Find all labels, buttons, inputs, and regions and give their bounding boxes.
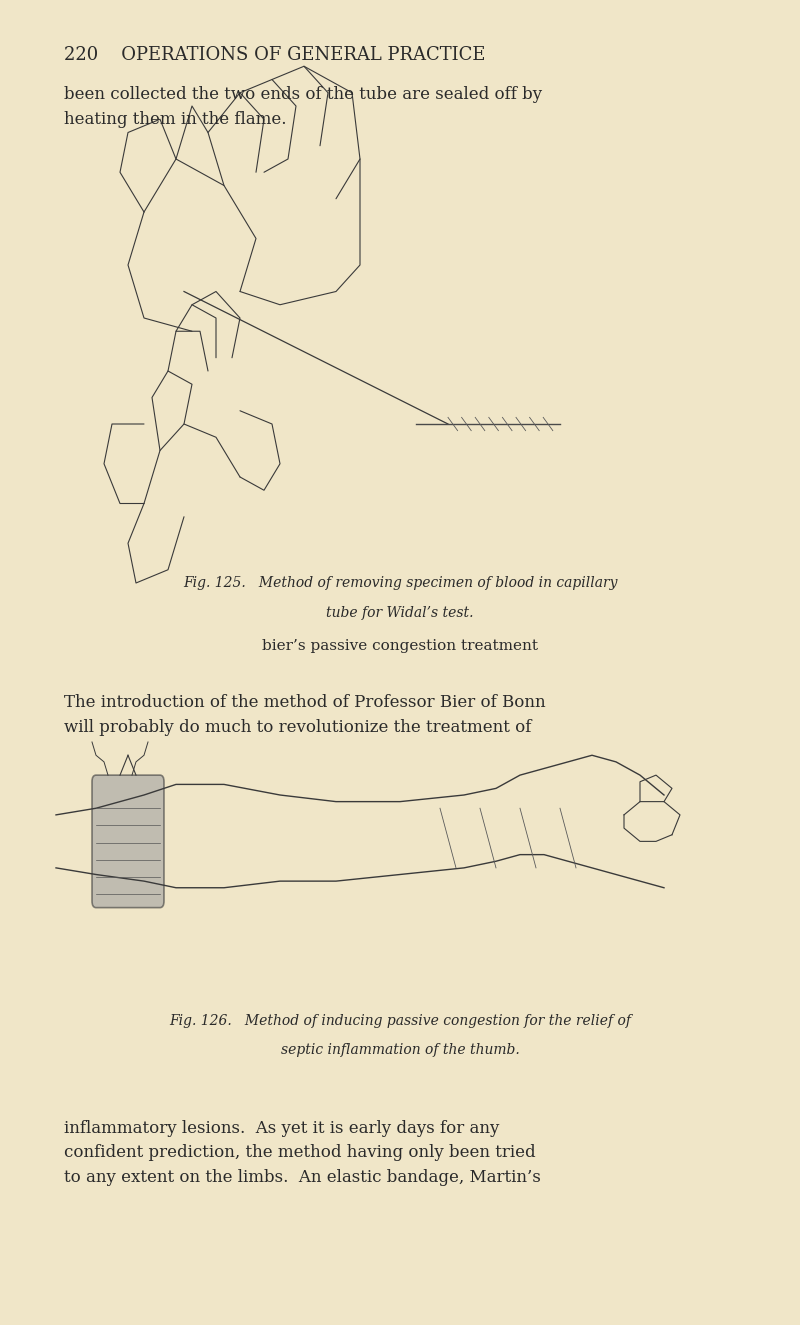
- Text: 220    OPERATIONS OF GENERAL PRACTICE: 220 OPERATIONS OF GENERAL PRACTICE: [64, 46, 486, 65]
- FancyBboxPatch shape: [92, 775, 164, 908]
- Text: been collected the two ends of the tube are sealed off by
heating them in the fl: been collected the two ends of the tube …: [64, 86, 542, 129]
- Text: bier’s passive congestion treatment: bier’s passive congestion treatment: [262, 639, 538, 653]
- Text: inflammatory lesions.  As yet it is early days for any
confident prediction, the: inflammatory lesions. As yet it is early…: [64, 1120, 541, 1186]
- Text: tube for Widal’s test.: tube for Widal’s test.: [326, 606, 474, 620]
- Text: Fig. 126.   Method of inducing passive congestion for the relief of: Fig. 126. Method of inducing passive con…: [169, 1014, 631, 1028]
- Text: Fig. 125.   Method of removing specimen of blood in capillary: Fig. 125. Method of removing specimen of…: [182, 576, 618, 591]
- Text: The introduction of the method of Professor Bier of Bonn
will probably do much t: The introduction of the method of Profes…: [64, 694, 546, 737]
- Text: septic inflammation of the thumb.: septic inflammation of the thumb.: [281, 1043, 519, 1057]
